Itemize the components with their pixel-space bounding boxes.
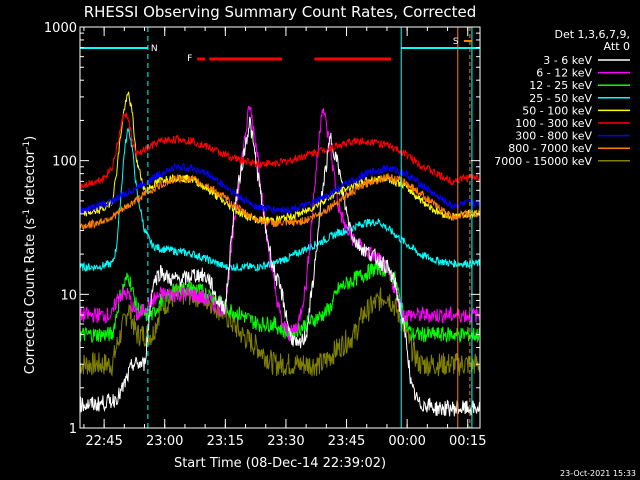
x-axis-label: Start Time (08-Dec-14 22:39:02) (174, 456, 386, 471)
legend-entry-label: 7000 - 15000 keV (494, 155, 592, 168)
legend-header: Det 1,3,6,7,9, (554, 28, 630, 41)
marker-f-label: F (187, 54, 192, 64)
legend-entry-label: 300 - 800 keV (515, 130, 592, 143)
y-tick-label: 1 (69, 422, 77, 437)
x-tick-label: 23:15 (207, 434, 244, 449)
y-tick-label: 100 (52, 155, 77, 170)
x-tick-label: 23:00 (146, 434, 183, 449)
series-line-6 (80, 162, 480, 215)
y-axis-label: Corrected Count Rate (s-1 detector-1) (22, 136, 38, 374)
plot-frame (79, 26, 481, 429)
chart-title: RHESSI Observing Summary Count Rates, Co… (84, 3, 477, 21)
footer-date: 23-Oct-2021 15:33 (560, 469, 636, 478)
x-tick-label: 22:45 (85, 434, 122, 449)
series-line-5 (80, 111, 480, 189)
x-tick-label: 00:00 (388, 434, 425, 449)
series-line-7 (80, 173, 480, 231)
y-tick-label: 10 (60, 288, 77, 303)
marker-n-label: N (151, 44, 158, 54)
x-tick-label: 00:15 (449, 434, 486, 449)
legend-entry-label: 6 - 12 keV (536, 67, 592, 80)
y-tick-label: 1000 (44, 21, 77, 36)
legend-entry-label: 100 - 300 keV (515, 117, 592, 130)
x-tick-label: 23:45 (328, 434, 365, 449)
plot-area: N F S (80, 27, 480, 428)
series-line-1 (80, 105, 480, 342)
legend-entry-label: 25 - 50 keV (529, 92, 592, 105)
legend-header-att: Att 0 (604, 40, 630, 53)
legend-entry-label: 12 - 25 keV (529, 79, 592, 92)
marker-s-label: S (453, 37, 459, 47)
legend-entry-label: 800 - 7000 keV (508, 142, 592, 155)
legend-entry-label: 3 - 6 keV (543, 54, 592, 67)
series-line-8 (80, 282, 480, 377)
legend-entry-label: 50 - 100 keV (522, 104, 592, 117)
series-line-3 (80, 127, 480, 273)
x-tick-label: 23:30 (267, 434, 304, 449)
series-line-0 (80, 116, 480, 417)
